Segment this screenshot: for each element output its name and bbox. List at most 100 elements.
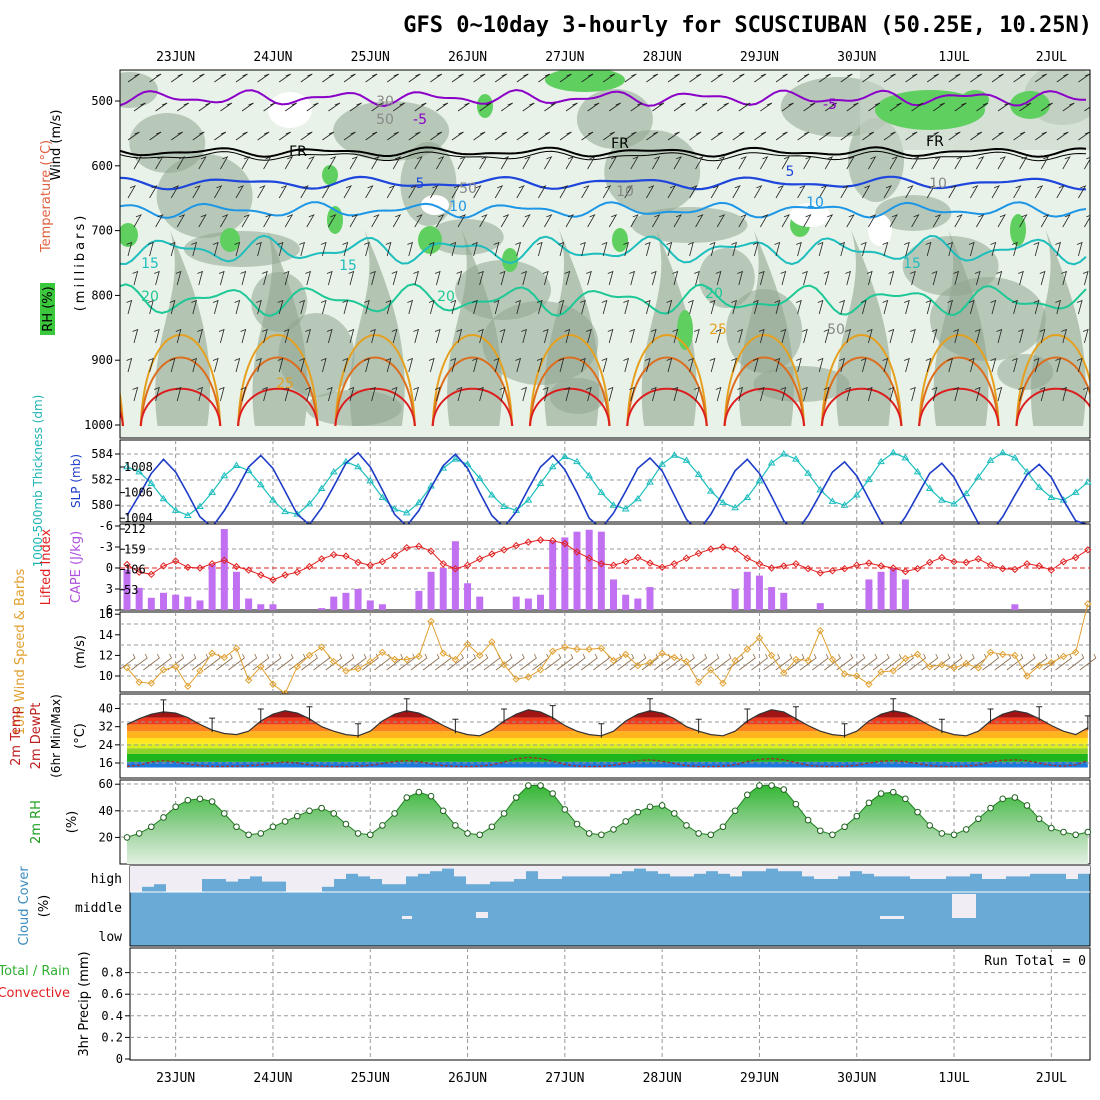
- wind-barb: [559, 185, 568, 199]
- contour-minus5: [120, 88, 1086, 108]
- pressure-label: 700: [91, 224, 113, 238]
- rh2m-point: [646, 803, 654, 811]
- wind10m-point: [998, 650, 1007, 659]
- wind-barb: [760, 214, 769, 228]
- cloud-high-cell: [286, 866, 298, 892]
- wind-barb: [284, 214, 294, 228]
- pressure-label: 1000: [84, 418, 113, 432]
- contour-30: [334, 356, 416, 426]
- wind10m-barb: [264, 653, 282, 671]
- precip-panel: 0 0.2 0.4 0.6 0.8 Run Total = 0 Total / Rain…: [0, 947, 1091, 1066]
- rh2m-point: [233, 823, 240, 831]
- wind-barb: [365, 131, 378, 141]
- wind10m-barb: [739, 653, 756, 671]
- wind-barb: [846, 156, 855, 170]
- wind-barb: [348, 270, 355, 286]
- wind-barb: [154, 328, 160, 344]
- rh-plume: [641, 230, 697, 426]
- date-label-bottom: 27JUN: [545, 1071, 584, 1086]
- wind-barb: [169, 299, 176, 315]
- wind10m-point: [342, 667, 350, 675]
- wind-barb: [220, 156, 229, 170]
- li-point: [220, 556, 229, 565]
- wind-barb: [868, 214, 877, 228]
- wind-barb: [241, 156, 250, 170]
- cloud-high-cell: [1030, 866, 1042, 874]
- thickness-point: [415, 498, 423, 506]
- pressure-label: 800: [91, 288, 113, 302]
- wind10m-point: [609, 656, 618, 665]
- contour-25: [821, 334, 903, 426]
- wind-barb: [436, 214, 445, 228]
- li-point: [840, 564, 849, 573]
- cloud-high-cell: [310, 866, 322, 892]
- wind-barb: [889, 156, 898, 170]
- wind10m-barb: [374, 653, 391, 671]
- cape-bar: [524, 598, 532, 610]
- thickness-point: [220, 471, 229, 479]
- wind-barb: [385, 357, 392, 373]
- wind-barb: [824, 156, 834, 170]
- wind10m-barb: [301, 653, 318, 671]
- wind-barb: [860, 299, 867, 315]
- cloud-high-cell: [598, 866, 610, 877]
- contour-30: [529, 356, 611, 426]
- wind-barb: [602, 73, 615, 83]
- cloud-high-cell: [706, 866, 718, 872]
- thickness-point: [1059, 496, 1068, 503]
- wind-barb: [818, 131, 831, 141]
- thickness-point: [840, 501, 849, 508]
- wind-barb: [133, 156, 142, 170]
- wind-barb: [1012, 299, 1018, 315]
- wind-barb: [866, 386, 873, 402]
- cape-bar: [549, 541, 557, 610]
- wind-barb: [754, 185, 763, 199]
- wind-barb: [559, 131, 572, 141]
- wind-barb: [299, 241, 305, 257]
- minmax-marker: [160, 699, 167, 714]
- rh2m-point: [804, 816, 812, 824]
- rh-dark-region: [631, 207, 748, 243]
- wind-barb: [803, 156, 812, 170]
- cape-label: 159: [124, 542, 146, 556]
- wind-barb: [694, 270, 700, 286]
- wind-barb: [991, 73, 1004, 83]
- contour-35: [529, 387, 611, 426]
- date-label-top: 30JUN: [837, 50, 876, 65]
- chart-title: GFS 0~10day 3-hourly for SCUSCIUBAN (50.…: [403, 13, 1092, 38]
- wind10m-point: [901, 654, 910, 663]
- wind-barb: [257, 185, 266, 199]
- wind-barb: [499, 328, 506, 344]
- rh2m-point: [671, 810, 678, 817]
- wind-barb: [623, 241, 629, 257]
- date-label-bottom: 29JUN: [740, 1071, 779, 1086]
- wind-barb: [133, 102, 146, 112]
- li-point: [694, 549, 703, 558]
- cloud-high-cell: [334, 866, 346, 879]
- wind-barb: [349, 102, 362, 112]
- wind10m-point: [390, 655, 399, 664]
- date-label-top: 1JUL: [938, 50, 969, 65]
- wind-barb: [839, 357, 845, 373]
- wind-barb: [644, 299, 651, 315]
- wind-barb: [780, 270, 787, 286]
- wind10m-point: [804, 656, 812, 665]
- wind-barb: [320, 357, 327, 373]
- li-point: [561, 539, 569, 548]
- wind10m-barb: [836, 653, 854, 671]
- cape-bar: [354, 588, 362, 610]
- li-point: [159, 562, 168, 570]
- wind-barb: [391, 270, 398, 286]
- rh2m-point: [573, 820, 581, 828]
- thickness-point: [816, 485, 825, 493]
- wind-barb: [263, 214, 272, 228]
- wind-barb: [493, 357, 500, 373]
- wind-barb: [954, 102, 967, 112]
- cloud-high-cell: [298, 866, 310, 892]
- li-point: [621, 557, 630, 566]
- wind-barb: [601, 357, 608, 373]
- rh2m-point: [841, 823, 848, 831]
- wind-barb: [473, 131, 486, 141]
- cape-bar: [159, 592, 167, 610]
- rh2m-label: 40: [99, 804, 113, 818]
